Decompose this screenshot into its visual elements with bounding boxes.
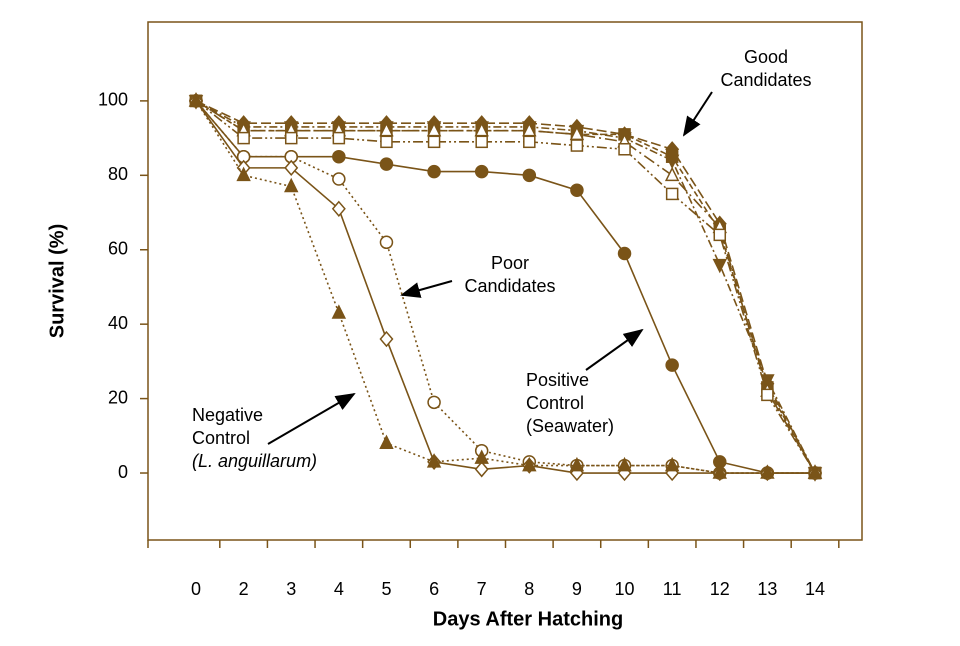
x-tick-label: 4 bbox=[334, 579, 344, 599]
annotation: Poor bbox=[491, 253, 529, 273]
marker bbox=[664, 166, 680, 182]
annotation: Control bbox=[192, 428, 250, 448]
x-tick-label: 2 bbox=[239, 579, 249, 599]
x-tick-label: 10 bbox=[615, 579, 635, 599]
x-tick-label: 11 bbox=[663, 579, 682, 599]
annotation: Negative bbox=[192, 405, 263, 425]
y-tick-label: 80 bbox=[108, 164, 128, 184]
series-line bbox=[195, 100, 816, 474]
marker bbox=[284, 131, 298, 145]
marker bbox=[665, 150, 679, 163]
marker bbox=[332, 172, 346, 186]
marker bbox=[664, 456, 680, 472]
x-tick-label: 8 bbox=[524, 579, 534, 599]
marker bbox=[474, 461, 489, 478]
x-tick-label: 9 bbox=[572, 579, 582, 599]
marker bbox=[380, 135, 393, 149]
marker bbox=[331, 304, 347, 319]
marker bbox=[761, 388, 774, 402]
annotation: Positive bbox=[526, 370, 589, 390]
arrow bbox=[585, 328, 644, 371]
marker bbox=[379, 330, 394, 348]
annotation: (Seawater) bbox=[526, 416, 614, 436]
marker bbox=[569, 456, 585, 472]
x-tick-label: 3 bbox=[286, 579, 296, 599]
marker bbox=[188, 92, 204, 107]
marker bbox=[760, 464, 775, 479]
marker bbox=[427, 135, 441, 149]
x-tick-label: 14 bbox=[805, 579, 825, 599]
marker bbox=[332, 149, 346, 164]
marker bbox=[379, 434, 394, 449]
marker bbox=[474, 164, 489, 179]
series-line bbox=[195, 100, 815, 474]
y-tick-label: 40 bbox=[108, 313, 128, 333]
series-line bbox=[195, 100, 815, 474]
marker bbox=[332, 131, 346, 145]
annotation: (L. anguillarum) bbox=[192, 451, 317, 471]
series-line bbox=[195, 100, 816, 474]
x-axis-label: Days After Hatching bbox=[433, 608, 623, 630]
marker bbox=[522, 456, 537, 472]
marker bbox=[284, 159, 299, 177]
x-tick-label: 5 bbox=[381, 579, 391, 599]
marker bbox=[284, 177, 299, 193]
x-tick-label: 13 bbox=[757, 579, 777, 599]
marker bbox=[331, 200, 346, 217]
arrow bbox=[267, 392, 356, 445]
annotation: Candidates bbox=[464, 276, 555, 296]
marker bbox=[379, 235, 394, 250]
marker bbox=[712, 258, 727, 274]
x-tick-label: 6 bbox=[429, 579, 439, 599]
marker bbox=[617, 246, 632, 261]
marker bbox=[426, 453, 442, 468]
marker bbox=[523, 135, 536, 149]
annotation: Good bbox=[744, 47, 788, 67]
marker bbox=[427, 164, 441, 179]
marker bbox=[475, 135, 488, 149]
x-tick-label: 7 bbox=[477, 579, 487, 599]
marker bbox=[665, 187, 679, 201]
marker bbox=[570, 183, 584, 197]
marker bbox=[713, 228, 727, 242]
x-tick-label: 0 bbox=[191, 579, 201, 599]
marker bbox=[237, 131, 250, 145]
marker bbox=[236, 166, 251, 182]
marker bbox=[712, 464, 727, 479]
arrow bbox=[682, 91, 713, 137]
marker bbox=[474, 449, 489, 464]
marker bbox=[570, 139, 584, 152]
marker bbox=[618, 143, 631, 156]
series-line bbox=[195, 100, 816, 474]
series-line bbox=[195, 100, 815, 474]
y-tick-label: 20 bbox=[108, 387, 128, 407]
marker bbox=[665, 358, 679, 372]
annotation: Control bbox=[526, 393, 584, 413]
y-tick-label: 60 bbox=[108, 238, 128, 258]
y-tick-label: 0 bbox=[118, 462, 128, 482]
y-tick-label: 100 bbox=[98, 90, 128, 110]
x-tick-label: 12 bbox=[710, 579, 730, 599]
marker bbox=[522, 168, 537, 183]
y-axis-label: Survival (%) bbox=[46, 224, 68, 338]
marker bbox=[427, 395, 441, 410]
marker bbox=[617, 456, 632, 472]
annotation: Candidates bbox=[720, 70, 811, 90]
marker bbox=[379, 157, 394, 171]
arrow bbox=[400, 280, 453, 298]
marker bbox=[807, 464, 823, 479]
series-line bbox=[195, 100, 816, 474]
